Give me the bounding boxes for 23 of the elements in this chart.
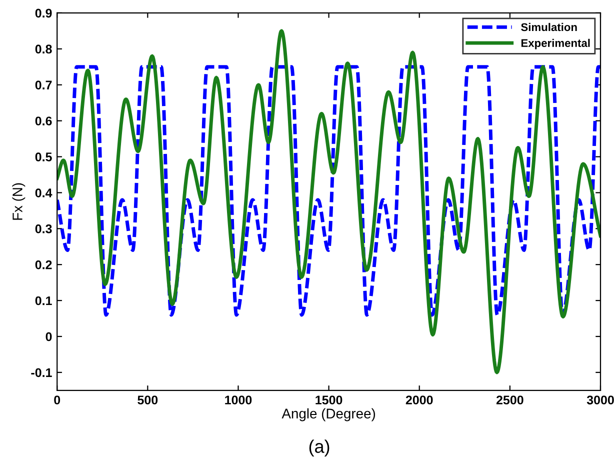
legend-label: Experimental [521,38,590,50]
x-tick-label: 1500 [316,396,342,404]
y-tick-label: 0.3 [35,224,52,234]
x-axis-title: Angle (Degree) [282,408,376,422]
x-tick-label: 1000 [225,396,252,404]
y-axis-title: Fx (N) [12,183,26,220]
y-tick-label: 0.7 [35,80,52,90]
text: (a) [309,440,330,456]
x-tick-label: 3000 [586,396,614,404]
y-tick-label: 0.5 [35,152,52,162]
x-tick-label: 2000 [406,396,433,404]
y-tick-label: 0 [46,332,52,342]
x-tick-label: 0 [54,396,60,404]
legend-label: Simulation [521,22,577,32]
x-tick-label: 500 [138,396,158,404]
y-tick-label: -0.1 [31,368,52,378]
y-tick-label: 0.6 [35,116,52,126]
y-tick-label: 0.4 [35,188,52,198]
x-tick-label: 2500 [496,396,524,404]
y-tick-label: 0.1 [35,296,52,306]
y-tick-label: 0.9 [35,8,52,18]
y-tick-label: 0.2 [35,260,52,270]
y-tick-label: 0.8 [35,44,52,54]
